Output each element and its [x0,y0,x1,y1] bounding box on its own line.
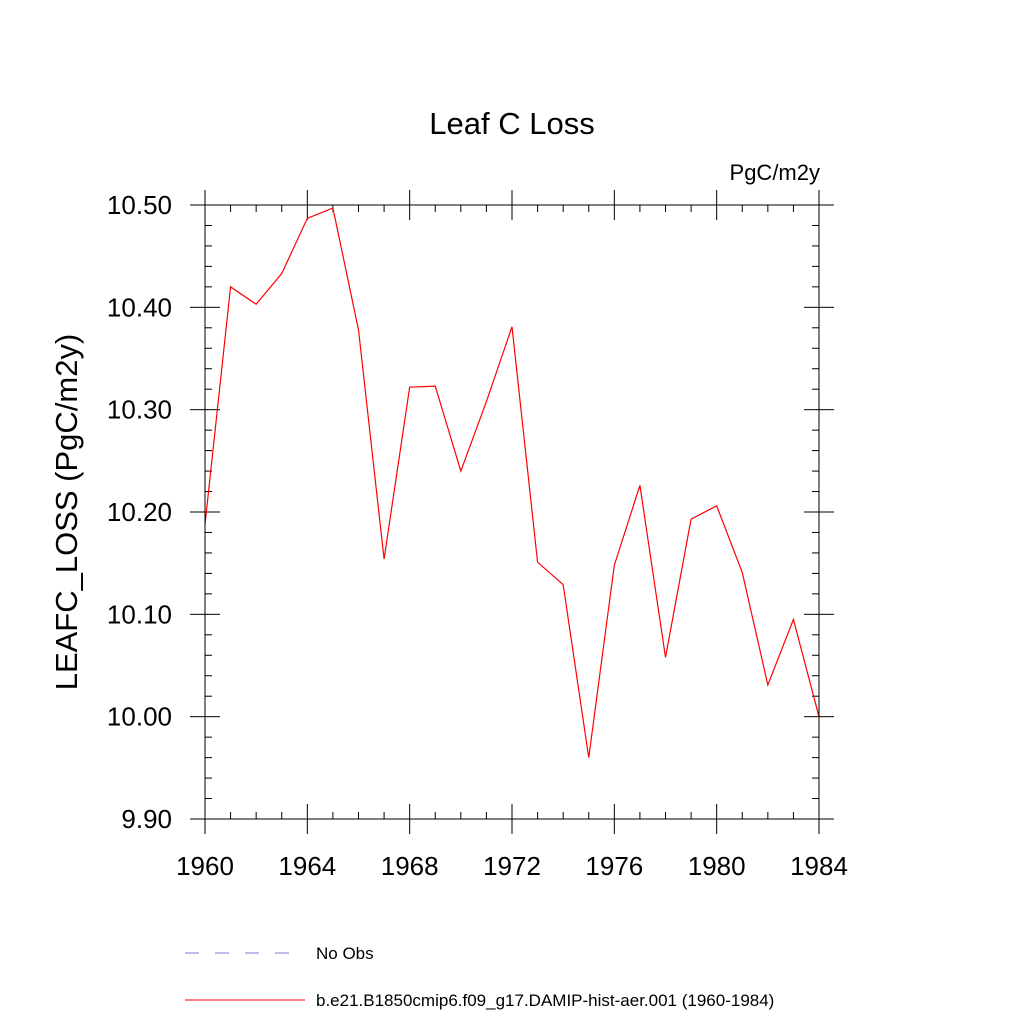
y-axis-label: LEAFC_LOSS (PgC/m2y) [49,334,84,691]
legend-label: No Obs [316,944,374,963]
units-label: PgC/m2y [730,160,820,185]
x-tick-label: 1980 [688,851,746,881]
ticks-layer: 1960 1964 1968 1972 1976 1980 1984 9.90 10.00 10.… [107,190,848,881]
y-tick-label: 9.90 [121,804,172,834]
x-tick-label: 1984 [790,851,848,881]
series-layer [204,207,820,758]
y-tick-label: 10.20 [107,497,172,527]
legend-label: b.e21.B1850cmip6.f09_g17.DAMIP-hist-aer.… [316,991,774,1010]
chart-title: Leaf C Loss [429,106,594,141]
x-tick-label: 1972 [483,851,541,881]
legend: No Obs b.e21.B1850cmip6.f09_g17.DAMIP-his… [185,944,774,1010]
x-tick-label: 1964 [278,851,336,881]
plot-frame [204,204,820,820]
y-tick-label: 10.30 [107,395,172,425]
x-tick-label: 1960 [176,851,234,881]
y-tick-label: 10.00 [107,702,172,732]
x-tick-label: 1976 [585,851,643,881]
x-tick-label: 1968 [381,851,439,881]
y-tick-label: 10.50 [107,190,172,220]
y-tick-label: 10.40 [107,292,172,322]
y-tick-label: 10.10 [107,599,172,629]
series-line [204,207,820,758]
